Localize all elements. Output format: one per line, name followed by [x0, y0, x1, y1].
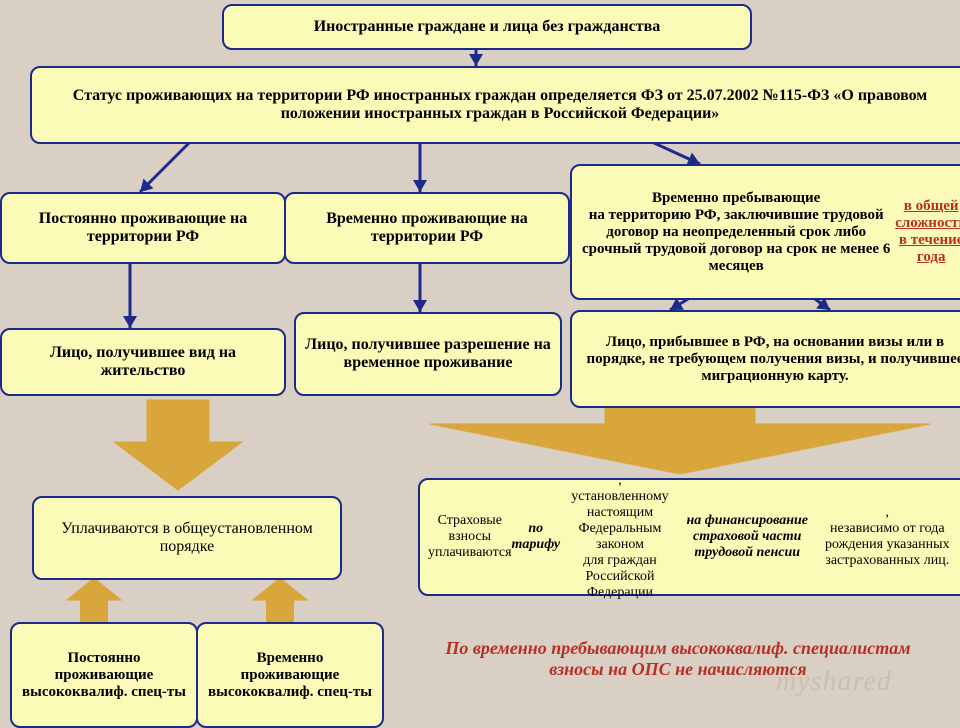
box-cat2: Временно проживающие на территории РФ [284, 192, 570, 264]
box-law: Статус проживающих на территории РФ инос… [30, 66, 960, 144]
box-cat1: Постоянно проживающие на территории РФ [0, 192, 286, 264]
box-pay2: Страховые взносы уплачиваются по тарифу,… [418, 478, 960, 596]
box-spec1: Постоянно проживающие высококвалиф. спец… [10, 622, 198, 728]
footer-note: По временно пребывающим высококвалиф. сп… [418, 638, 938, 680]
box-cat3: Временно пребывающиена территорию РФ, за… [570, 164, 960, 300]
box-def1: Лицо, получившее вид на жительство [0, 328, 286, 396]
box-def3: Лицо, прибывшее в РФ, на основании визы … [570, 310, 960, 408]
box-def2: Лицо, получившее разрешение на временное… [294, 312, 562, 396]
box-spec2: Временно проживающие высококвалиф. спец-… [196, 622, 384, 728]
box-pay1: Уплачиваются в общеустановленном порядке [32, 496, 342, 580]
box-title: Иностранные граждане и лица без гражданс… [222, 4, 752, 50]
